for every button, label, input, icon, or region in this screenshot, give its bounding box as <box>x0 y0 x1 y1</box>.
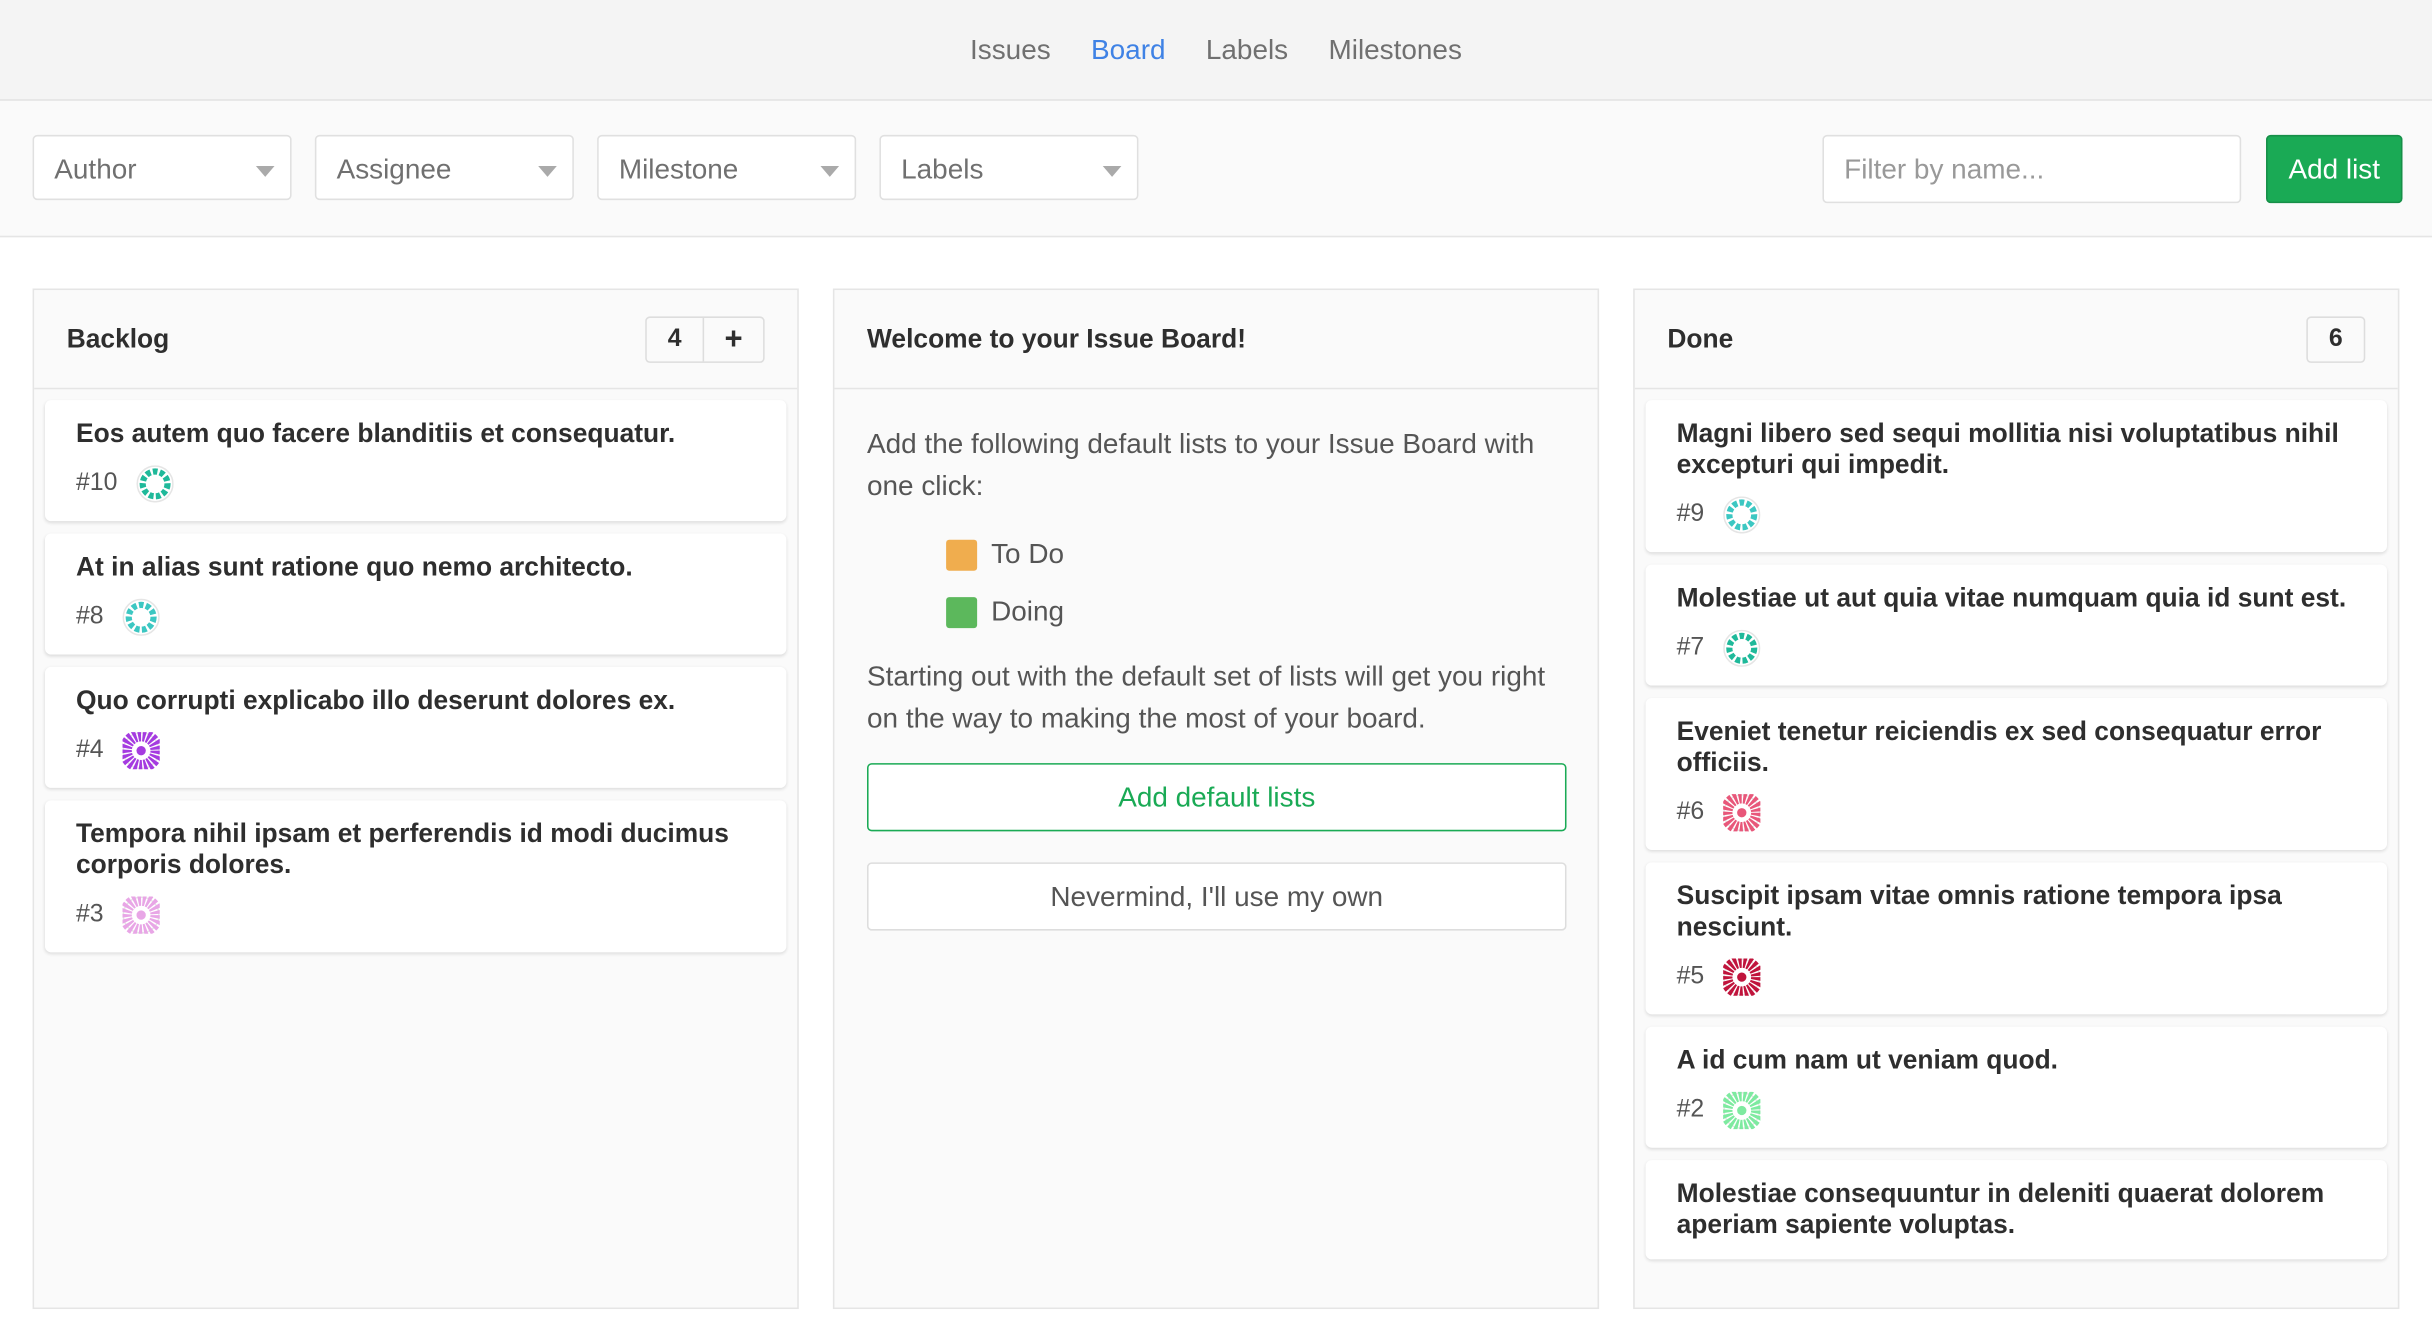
assignee-avatar-icon[interactable] <box>1722 629 1761 667</box>
caret-down-icon <box>538 165 557 177</box>
assignee-avatar-icon[interactable] <box>1722 496 1761 534</box>
issue-counter: 6 <box>2306 316 2366 363</box>
labels-label: Labels <box>901 153 984 185</box>
labels-dropdown[interactable]: Labels <box>879 134 1139 201</box>
issue-card[interactable]: Eos autem quo facere blanditiis et conse… <box>44 400 787 522</box>
issue-title[interactable]: Eos autem quo facere blanditiis et conse… <box>75 418 676 449</box>
issue-meta: #3 <box>75 896 755 934</box>
card-list: Magni libero sed sequi mollitia nisi vol… <box>1635 389 2398 1282</box>
assignee-avatar-icon[interactable] <box>136 465 174 503</box>
issue-number: #9 <box>1676 500 1705 528</box>
default-lists: To Do Doing <box>946 526 1565 641</box>
nav-board[interactable]: Board <box>1091 33 1166 65</box>
welcome-outro: Starting out with the default set of lis… <box>867 660 1546 734</box>
issue-number: #3 <box>75 901 104 928</box>
issue-meta: #4 <box>75 732 755 770</box>
issue-card[interactable]: Suscipit ipsam vitae omnis ratione tempo… <box>1645 862 2387 1015</box>
filter-by-name-input[interactable] <box>1822 134 2242 204</box>
nav-issues[interactable]: Issues <box>970 33 1051 65</box>
issue-meta: #8 <box>75 598 755 636</box>
issue-title[interactable]: Molestiae consequuntur in deleniti quaer… <box>1676 1178 2325 1240</box>
issue-counter: 4 + <box>645 316 765 363</box>
label-name: To Do <box>991 538 1065 570</box>
issue-card[interactable]: Tempora nihil ipsam et perferendis id mo… <box>44 800 787 953</box>
assignee-avatar-icon[interactable] <box>1722 1091 1761 1130</box>
issue-count: 4 <box>667 325 682 353</box>
assignee-dropdown[interactable]: Assignee <box>314 134 574 201</box>
nevermind-button[interactable]: Nevermind, I'll use my own <box>867 862 1567 931</box>
issue-meta: #5 <box>1676 958 2356 996</box>
issue-title[interactable]: Eveniet tenetur reiciendis ex sed conseq… <box>1676 716 2322 778</box>
caret-down-icon <box>1102 165 1122 177</box>
assignee-avatar-icon[interactable] <box>122 598 160 636</box>
list-header: Backlog 4 + <box>34 290 798 390</box>
issue-card[interactable]: Molestiae ut aut quia vitae numquam quia… <box>1645 564 2387 686</box>
issue-card[interactable]: Eveniet tenetur reiciendis ex sed conseq… <box>1645 697 2387 850</box>
assignee-avatar-icon[interactable] <box>122 732 160 770</box>
list-title: Done <box>1667 323 1734 353</box>
color-swatch <box>946 596 978 628</box>
issue-title[interactable]: Molestiae ut aut quia vitae numquam quia… <box>1676 583 2347 613</box>
list-backlog: Backlog 4 + Eos autem quo facere blandit… <box>32 288 799 1310</box>
issue-title[interactable]: Quo corrupti explicabo illo deserunt dol… <box>75 685 676 716</box>
milestone-dropdown[interactable]: Milestone <box>597 134 857 201</box>
caret-down-icon <box>820 165 840 177</box>
issue-card[interactable]: A id cum nam ut veniam quod. #2 <box>1645 1026 2387 1148</box>
issue-meta: #6 <box>1676 794 2356 832</box>
color-swatch <box>946 538 978 570</box>
list-title: Backlog <box>66 323 170 353</box>
issue-count: 6 <box>2328 325 2343 353</box>
author-label: Author <box>54 153 137 185</box>
issue-card[interactable]: At in alias sunt ratione quo nemo archit… <box>44 533 787 655</box>
add-list-button[interactable]: Add list <box>2266 134 2403 204</box>
issue-title[interactable]: Tempora nihil ipsam et perferendis id mo… <box>75 818 729 880</box>
list-welcome: Welcome to your Issue Board! Add the fol… <box>832 288 1600 1310</box>
list-done: Done 6 Magni libero sed sequi mollitia n… <box>1633 288 2400 1310</box>
issue-title[interactable]: At in alias sunt ratione quo nemo archit… <box>75 552 633 582</box>
card-list: Eos autem quo facere blanditiis et conse… <box>34 389 797 975</box>
top-nav: Issues Board Labels Milestones <box>0 0 2432 101</box>
welcome-intro: Add the following default lists to your … <box>867 428 1535 501</box>
nav-labels[interactable]: Labels <box>1205 33 1289 65</box>
caret-down-icon <box>255 165 275 177</box>
assignee-avatar-icon[interactable] <box>1722 794 1761 832</box>
default-list-todo: To Do <box>946 526 1565 583</box>
list-header: Welcome to your Issue Board! <box>834 290 1598 390</box>
issue-title[interactable]: Magni libero sed sequi mollitia nisi vol… <box>1676 418 2339 480</box>
issue-card[interactable]: Magni libero sed sequi mollitia nisi vol… <box>1645 400 2387 553</box>
list-title: Welcome to your Issue Board! <box>867 323 1247 353</box>
issue-meta: #9 <box>1676 496 2356 534</box>
issue-title[interactable]: A id cum nam ut veniam quod. <box>1676 1045 2059 1075</box>
issue-card[interactable]: Quo corrupti explicabo illo deserunt dol… <box>44 666 787 788</box>
assignee-avatar-icon[interactable] <box>122 896 160 934</box>
issue-number: #2 <box>1676 1096 1705 1123</box>
plus-icon[interactable]: + <box>702 317 763 362</box>
add-default-lists-button[interactable]: Add default lists <box>867 763 1567 832</box>
filter-bar: Author Assignee Milestone Labels Add lis… <box>0 100 2432 238</box>
issue-meta: #7 <box>1676 629 2356 667</box>
issue-meta: #2 <box>1676 1091 2356 1130</box>
default-list-doing: Doing <box>946 583 1565 640</box>
issue-number: #6 <box>1676 798 1705 826</box>
issue-title[interactable]: Suscipit ipsam vitae omnis ratione tempo… <box>1676 880 2282 942</box>
nav-milestones[interactable]: Milestones <box>1328 33 1462 65</box>
milestone-label: Milestone <box>618 153 739 185</box>
label-name: Doing <box>991 595 1065 627</box>
issue-card[interactable]: Molestiae consequuntur in deleniti quaer… <box>1645 1160 2387 1260</box>
issue-number: #7 <box>1676 634 1705 661</box>
issue-meta: #10 <box>75 465 755 503</box>
assignee-avatar-icon[interactable] <box>1722 958 1761 996</box>
issue-number: #5 <box>1676 963 1705 990</box>
assignee-label: Assignee <box>336 153 452 185</box>
list-header: Done 6 <box>1634 290 2398 390</box>
issue-number: #8 <box>75 603 104 630</box>
author-dropdown[interactable]: Author <box>32 134 292 201</box>
issue-number: #10 <box>75 469 118 497</box>
issue-number: #4 <box>75 736 104 764</box>
